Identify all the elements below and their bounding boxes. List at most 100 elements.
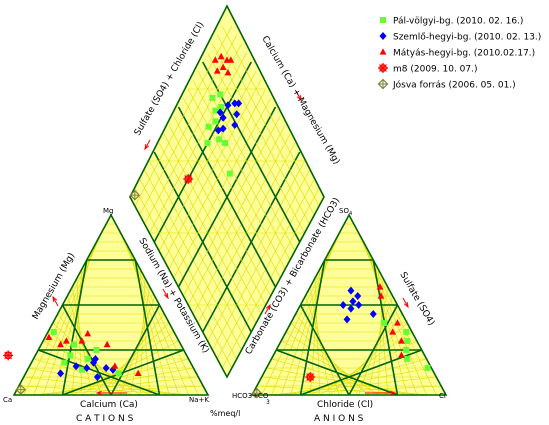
axis-direction-arrow (95, 390, 127, 396)
anion-data-point (347, 304, 355, 313)
cation-axis-calcium: Calcium (Ca) (80, 400, 138, 410)
arrowhead (265, 303, 271, 311)
square-marker (403, 329, 410, 335)
anion-apex-subscript-4: 4 (349, 211, 352, 217)
triangle-marker (217, 52, 225, 60)
legend-label: Mátyás-hegyi-bg. (2010.02.17.) (393, 49, 535, 59)
cation-data-point (134, 369, 142, 376)
anion-data-point (389, 328, 397, 335)
diamond-data-point (233, 110, 241, 119)
anion-data-point (349, 297, 357, 306)
cation-data-point (111, 362, 119, 369)
triangle-marker (57, 340, 64, 348)
anion-data-point (403, 347, 410, 353)
triangle-marker (224, 69, 232, 76)
anion-data-point (404, 356, 411, 362)
triangle-marker (213, 67, 221, 74)
cation-data-point (102, 364, 110, 372)
cation-data-point (62, 337, 70, 344)
cation-data-point (78, 366, 85, 373)
diamond-marker (57, 369, 65, 378)
triangle-marker (389, 328, 397, 335)
diamond-data-point (183, 174, 194, 184)
star-marker-line (184, 175, 193, 183)
anion-data-point (343, 315, 351, 324)
cation-data-point (45, 333, 53, 340)
square-marker (226, 170, 233, 177)
triangle-marker (376, 283, 384, 290)
diamond-data-point (231, 121, 239, 129)
diamond-minor-gridline (192, 79, 291, 261)
diamond-minor-gridline (139, 34, 237, 216)
square-marker (212, 107, 219, 114)
square-marker (204, 140, 211, 146)
diamond-data-point (219, 113, 227, 122)
triangle-marker (134, 369, 142, 376)
diamond-data-point (216, 108, 224, 117)
axis-direction-arrow (264, 303, 271, 315)
diamond-data-point (204, 140, 211, 146)
cation-corner-ca: Ca (3, 396, 12, 404)
square-marker (218, 104, 225, 110)
diamond-minor-gridline (163, 79, 262, 261)
anion-data-point (403, 329, 410, 335)
diamond-marker (102, 364, 110, 372)
cation-data-point (84, 356, 91, 362)
legend-entry: Mátyás-hegyi-bg. (2010.02.17.) (379, 48, 535, 59)
cation-triangle-outline (12, 213, 210, 396)
arrowhead (296, 94, 302, 102)
cation-data-point (71, 341, 78, 348)
square-marker (216, 136, 223, 143)
diamond-minor-gridline (134, 25, 233, 207)
diamond-data-point (217, 91, 224, 98)
cation-data-point (115, 370, 122, 377)
anion-triangle-major-gridline (299, 304, 350, 396)
diamond-data-point (212, 107, 219, 114)
anion-triangle-major-gridline (372, 259, 399, 396)
diamond-marker (224, 101, 232, 110)
cation-data-point (57, 369, 65, 378)
triangle-marker (45, 333, 53, 340)
legend-marker (380, 17, 386, 23)
anion-data-point (369, 310, 377, 318)
square-marker (205, 123, 212, 130)
axis-direction-arrow (365, 390, 397, 396)
diamond-data-point (212, 118, 219, 125)
legend-marker (378, 63, 388, 73)
legend-entry: m8 (2009. 10. 07.) (378, 63, 478, 75)
square-marker (93, 347, 100, 353)
diamond-data-point (226, 170, 233, 177)
triangle-marker (394, 319, 401, 326)
square-marker (67, 352, 74, 359)
cation-data-point (78, 337, 86, 344)
triangle-marker (227, 56, 235, 63)
diamond-data-point (211, 56, 219, 63)
square-marker (217, 91, 224, 98)
diamond-data-point (213, 67, 221, 74)
axis-direction-arrow (52, 295, 59, 307)
diamond-data-point (219, 63, 227, 70)
triangle-marker (103, 340, 111, 348)
arrow-shaft (52, 296, 59, 307)
anion-data-point (404, 338, 411, 344)
data-points (3, 52, 431, 399)
diamond-marker (343, 315, 351, 324)
axis-direction-arrow (402, 297, 409, 309)
square-marker (404, 338, 411, 344)
cation-data-point (83, 364, 91, 372)
cation-data-point (93, 347, 100, 353)
unit-label: %meq/l (210, 409, 240, 418)
diamond-marker (216, 108, 224, 117)
anion-data-point (377, 292, 385, 299)
legend-marker (379, 48, 387, 55)
triangle-marker (219, 63, 227, 70)
anion-data-point (251, 387, 263, 399)
diamond-minor-gridline (207, 52, 305, 234)
diamond-data-point (224, 101, 232, 110)
star-marker-line (4, 351, 13, 360)
triangle-marker (84, 330, 92, 337)
arrow-shaft (162, 288, 169, 299)
diamond-minor-gridline (149, 52, 247, 234)
diamond-data-point (209, 95, 216, 101)
